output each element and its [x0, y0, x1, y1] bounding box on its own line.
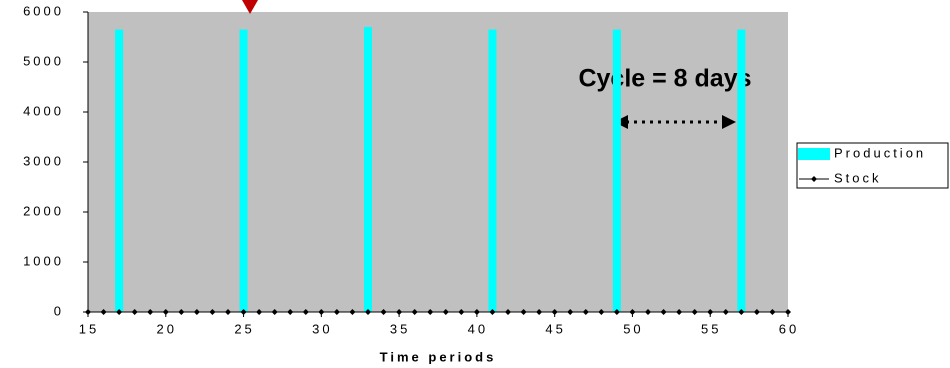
marker — [287, 309, 294, 315]
arrow-marker — [242, 0, 258, 14]
y-tick-label: 3000 — [23, 153, 64, 168]
marker — [178, 309, 185, 315]
bar — [488, 29, 497, 312]
marker — [473, 309, 480, 315]
marker — [209, 309, 216, 315]
x-tick-label: 45 — [545, 321, 565, 336]
marker — [489, 309, 496, 315]
y-tick-label: 6000 — [23, 3, 64, 18]
marker — [411, 309, 418, 315]
marker — [271, 309, 278, 315]
marker — [676, 309, 683, 315]
marker — [551, 309, 558, 315]
marker — [567, 309, 574, 315]
legend-label: Production — [834, 145, 926, 160]
bar — [364, 27, 372, 312]
marker — [442, 309, 449, 315]
x-tick-label: 25 — [234, 321, 254, 336]
x-tick-label: 55 — [701, 321, 721, 336]
annotation: Cycle = 8 days — [578, 65, 751, 93]
x-axis-label: Time periods — [380, 349, 497, 364]
y-tick-label: 0 — [54, 303, 64, 318]
marker — [349, 309, 356, 315]
marker — [505, 309, 511, 315]
bar — [115, 29, 124, 312]
marker — [240, 309, 247, 315]
marker — [738, 309, 745, 315]
marker — [722, 309, 729, 315]
marker — [660, 309, 667, 315]
marker — [318, 309, 325, 315]
plot-area — [88, 12, 788, 312]
marker — [380, 309, 387, 315]
y-tick-label: 1000 — [23, 253, 64, 268]
x-tick-label: 30 — [312, 321, 332, 336]
x-tick-label: 35 — [390, 321, 410, 336]
legend-swatch — [798, 148, 830, 160]
marker — [629, 309, 636, 315]
marker — [582, 309, 589, 315]
marker — [427, 309, 434, 315]
marker — [520, 309, 527, 315]
y-tick-label: 5000 — [23, 53, 64, 68]
marker — [707, 309, 714, 315]
bar — [239, 29, 248, 312]
marker — [100, 309, 107, 315]
bar — [612, 29, 621, 312]
marker — [645, 309, 651, 315]
x-tick-label: 20 — [157, 321, 177, 336]
marker — [147, 309, 154, 315]
x-tick-label: 15 — [79, 321, 99, 336]
x-tick-label: 60 — [779, 321, 799, 336]
y-tick-label: 4000 — [23, 103, 64, 118]
marker — [302, 309, 309, 315]
marker — [396, 309, 403, 315]
marker — [225, 309, 231, 315]
marker — [613, 309, 620, 315]
marker — [458, 309, 465, 315]
marker — [536, 309, 543, 315]
marker — [162, 309, 169, 315]
legend-label: Stock — [834, 170, 882, 185]
marker — [85, 309, 91, 315]
y-tick-label: 2000 — [23, 203, 64, 218]
cycle-arrow — [614, 115, 736, 129]
marker — [193, 309, 200, 315]
marker — [598, 309, 605, 315]
legend-swatch — [811, 176, 817, 182]
x-tick-label: 50 — [623, 321, 643, 336]
marker — [691, 309, 698, 315]
marker — [769, 309, 776, 315]
x-tick-label: 40 — [468, 321, 488, 336]
marker — [753, 309, 760, 315]
bar — [737, 29, 746, 312]
marker — [785, 309, 791, 315]
marker — [116, 309, 123, 315]
marker — [365, 309, 371, 315]
marker — [131, 309, 138, 315]
marker — [256, 309, 263, 315]
marker — [333, 309, 340, 315]
